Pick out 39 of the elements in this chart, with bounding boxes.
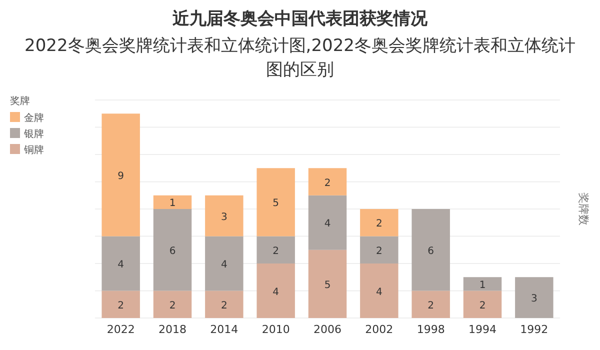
legend-label: 铜牌 xyxy=(23,144,44,156)
x-tick-label: 1994 xyxy=(468,323,496,336)
data-label: 2 xyxy=(118,300,124,312)
x-tick-label: 2014 xyxy=(210,323,238,336)
chart-subtitle: 2022冬奥会奖牌统计表和立体统计图,2022冬奥会奖牌统计表和立体统计图的区别 xyxy=(24,35,576,82)
data-label: 2 xyxy=(169,300,176,312)
data-label: 3 xyxy=(530,294,538,305)
data-label: 4 xyxy=(272,286,280,298)
data-label: 6 xyxy=(428,246,434,257)
data-label: 2 xyxy=(272,246,280,257)
data-label: 4 xyxy=(376,286,382,298)
y-axis-title: 奖牌数 xyxy=(577,192,590,226)
x-tick-label: 2022 xyxy=(106,323,135,336)
x-tick-label: 1992 xyxy=(520,323,548,336)
data-label: 1 xyxy=(479,280,486,291)
data-label: 5 xyxy=(324,280,331,291)
data-label: 2 xyxy=(220,300,228,312)
x-tick-label: 2002 xyxy=(365,323,394,336)
legend-title: 奖牌 xyxy=(10,95,30,107)
data-label: 9 xyxy=(118,170,124,182)
x-tick-label: 2018 xyxy=(158,323,186,336)
data-label: 2 xyxy=(324,178,331,189)
data-label: 2 xyxy=(428,300,434,312)
data-label: 5 xyxy=(272,198,280,210)
x-tick-label: 1998 xyxy=(416,323,445,336)
data-label: 1 xyxy=(169,198,176,210)
data-label: 2 xyxy=(376,218,382,230)
data-label: 3 xyxy=(220,212,228,223)
data-label: 4 xyxy=(220,260,228,270)
data-label: 4 xyxy=(118,260,124,270)
x-tick-label: 2006 xyxy=(314,323,342,336)
legend-label: 金牌 xyxy=(24,112,44,124)
data-label: 2 xyxy=(376,246,382,257)
x-tick-label: 2010 xyxy=(262,323,290,336)
chart-title: 近九届冬奥会中国代表团获奖情况 xyxy=(172,9,428,29)
data-label: 6 xyxy=(169,246,176,257)
data-label: 2 xyxy=(479,300,486,312)
legend-label: 银牌 xyxy=(23,128,44,140)
data-label: 4 xyxy=(324,218,331,230)
